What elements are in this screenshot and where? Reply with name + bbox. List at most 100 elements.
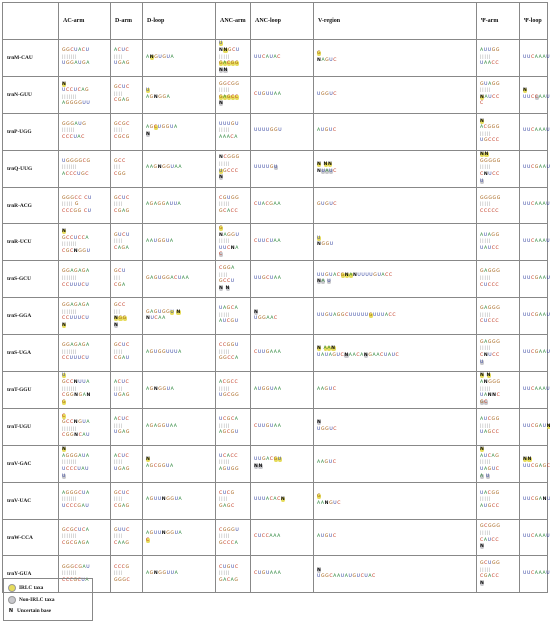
sequence-line: AGUGGUUUA: [146, 349, 182, 355]
sequence-line: |||||: [219, 423, 230, 429]
sequence-line: CGGNGAN: [62, 393, 91, 399]
table-body: trnM-CAU GGCUACU ||||||| UGGAUGA ACUC |||| UGA…: [2, 39, 550, 594]
anc-arm-cell: CUCG |||| GAGC: [215, 481, 251, 520]
sequence-line: CUUGUAA: [254, 423, 282, 429]
sequence-line: GUAGG: [480, 81, 501, 87]
psi-loop-cell: UUCGAUN: [519, 407, 550, 446]
d-loop-cell: AGAGGUAA: [142, 407, 216, 446]
sequence-line: ||||: [114, 460, 123, 466]
psi-arm-cell: N ACGGG ||||| UGCCC: [476, 112, 520, 151]
psi-loop-cell: NN UUCGAGC: [519, 444, 550, 483]
trna-name: trnS-GCU: [2, 260, 59, 299]
sequence-line: GCCU: [219, 279, 235, 285]
sequence-line: UGGUC: [317, 426, 338, 432]
sequence-line: GGAGAGA: [62, 302, 90, 308]
sequence-line: U: [219, 41, 223, 47]
d-loop-cell: AAUGGUA: [142, 223, 216, 262]
sequence-line: ANGGG: [480, 380, 501, 386]
sequence-line: CAAG: [114, 540, 130, 546]
sequence-line: GGGAUG: [62, 121, 87, 127]
sequence-line: |||: [114, 165, 121, 171]
sequence-line: GGGCGAU: [62, 564, 91, 570]
sequence-line: |||||: [219, 88, 230, 94]
sequence-line: CGUGG: [219, 195, 240, 201]
d-loop-cell: AGAGGAUUA: [142, 186, 216, 225]
psi-arm-cell: NN GGGGG ||||| CNUCC U: [476, 149, 520, 188]
anc-arm-cell: UAGCA ||||| AUCGU: [215, 297, 251, 336]
ac-arm-cell: GGGCC CU ||||| G CCCGG CU: [58, 186, 111, 225]
psi-arm-cell: GUAGG ||||| NAUCC C: [476, 75, 520, 114]
sequence-line: CUCCC: [480, 319, 500, 325]
sequence-line: GCC: [114, 302, 126, 308]
sequence-line: AUCGU: [219, 319, 239, 325]
v-region-cell: N UGGCAAUAUGUCUAC: [313, 555, 477, 594]
sequence-line: UUCAAAU: [523, 202, 550, 208]
sequence-line: UAUAGUCNAACANGAACUAUC: [317, 353, 400, 359]
table-row: trnP-UGG GGGAUG |||||| CCCUAC GCGC |||| CGCG AG…: [2, 112, 550, 151]
sequence-line: UGGUC: [317, 91, 338, 97]
anc-loop-cell: CUCCAAA: [250, 518, 314, 557]
d-loop-cell: AGCUGGUA N: [142, 112, 216, 151]
psi-arm-cell: GAGGG ||||| CUCCC: [476, 297, 520, 336]
sequence-line: CUGUUAA: [254, 91, 282, 97]
sequence-line: GAGUGGACUAA: [146, 275, 190, 281]
anc-loop-cell: AUGGUAA: [250, 371, 314, 409]
sequence-line: |||||||: [62, 275, 78, 281]
sequence-line: UUCAAAU: [523, 128, 550, 134]
table-row: trnT-UGU C GCCNGUA ||||||| CGGNCAU ACUC |||| UG…: [2, 407, 550, 446]
sequence-line: |||||: [480, 346, 491, 352]
sequence-line: |||||: [219, 239, 230, 245]
sequence-line: AANGUC: [317, 500, 342, 506]
trna-name: trnR-UCU: [2, 223, 59, 262]
anc-arm-cell: CGUGG ||||| GCACC: [215, 186, 251, 225]
sequence-line: GACGG: [219, 61, 239, 67]
sequence-line: UUCAUAC: [254, 54, 281, 60]
sequence-line: NCGGG: [219, 155, 240, 161]
sequence-line: CAGA: [114, 245, 130, 251]
non-irlc-swatch-icon: [8, 596, 16, 604]
sequence-line: GAGUGGU N: [146, 309, 181, 315]
sequence-line: N: [146, 457, 151, 463]
sequence-line: ||||: [219, 497, 228, 503]
sequence-line: N: [62, 229, 67, 235]
sequence-line: |||||: [480, 54, 491, 60]
sequence-line: GAGGG: [480, 306, 501, 312]
ac-arm-cell: GGAGAGA ||||||| CCUUUCU: [58, 334, 111, 373]
sequence-line: CUCCAAA: [254, 534, 281, 540]
sequence-line: AGGGAUA: [62, 453, 90, 459]
sequence-line: N: [114, 322, 119, 328]
sequence-line: AUGUC: [317, 534, 337, 540]
psi-arm-cell: GAGGG ||||| CNUCC U: [476, 334, 520, 373]
anc-loop-cell: UUGCUAA: [250, 260, 314, 299]
sequence-line: CGGGU: [219, 527, 240, 533]
legend-item-irlc: IRLC taxa: [8, 584, 43, 592]
sequence-line: AGUGG: [219, 467, 240, 473]
sequence-line: UGCGG: [219, 393, 240, 399]
ac-arm-cell: U GCCNUUA ||||||| CGGNGAN G: [58, 371, 111, 409]
d-loop-cell: GAGUGGACUAA: [142, 260, 216, 299]
sequence-line: C: [480, 101, 484, 107]
sequence-line: |||||: [219, 162, 230, 168]
sequence-line: AGNGGUA: [146, 386, 175, 392]
sequence-line: GCCUCCA: [62, 235, 90, 241]
sequence-line: AGNGGA: [146, 94, 171, 100]
psi-loop-cell: UUCAAAU: [519, 518, 550, 557]
anc-arm-cell: CGGGU ||||| GCCCA: [215, 518, 251, 557]
sequence-line: |||||: [480, 460, 491, 466]
v-region-cell: G NAGUC: [313, 39, 477, 77]
anc-arm-cell: CGGA |||| GCCU N N: [215, 260, 251, 299]
sequence-line: CGAG: [114, 98, 130, 104]
sequence-line: C: [146, 537, 150, 543]
psi-loop-cell: UUCAAAU: [519, 39, 550, 77]
sequence-line: GCU: [114, 269, 126, 275]
sequence-line: N: [62, 322, 67, 328]
trna-name: trnY-GUA: [2, 555, 59, 594]
sequence-line: UGAG: [114, 430, 130, 436]
sequence-line: CGACC: [480, 574, 500, 580]
sequence-line: CCCGG CU: [62, 208, 92, 214]
d-loop-cell: ANGUGUA: [142, 39, 216, 77]
sequence-line: G: [317, 494, 322, 500]
sequence-line: CGGA: [219, 266, 235, 272]
sequence-line: |||||: [219, 312, 230, 318]
sequence-line: |||||||: [62, 386, 78, 392]
